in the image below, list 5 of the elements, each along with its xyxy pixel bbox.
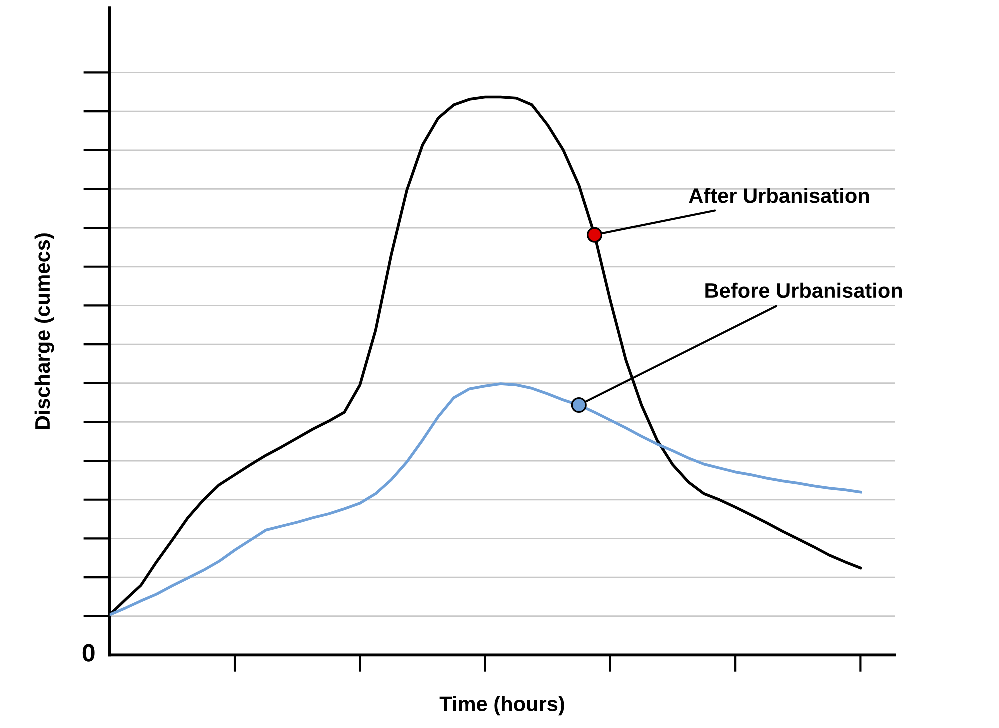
text: 0: [82, 644, 95, 662]
text: Before Urbanisation: [706, 282, 902, 298]
x-axis-title: Time (hours): [440, 696, 564, 716]
y-axis-title: Discharge (cumecs): [34, 234, 54, 430]
text: After Urbanisation: [689, 188, 870, 204]
